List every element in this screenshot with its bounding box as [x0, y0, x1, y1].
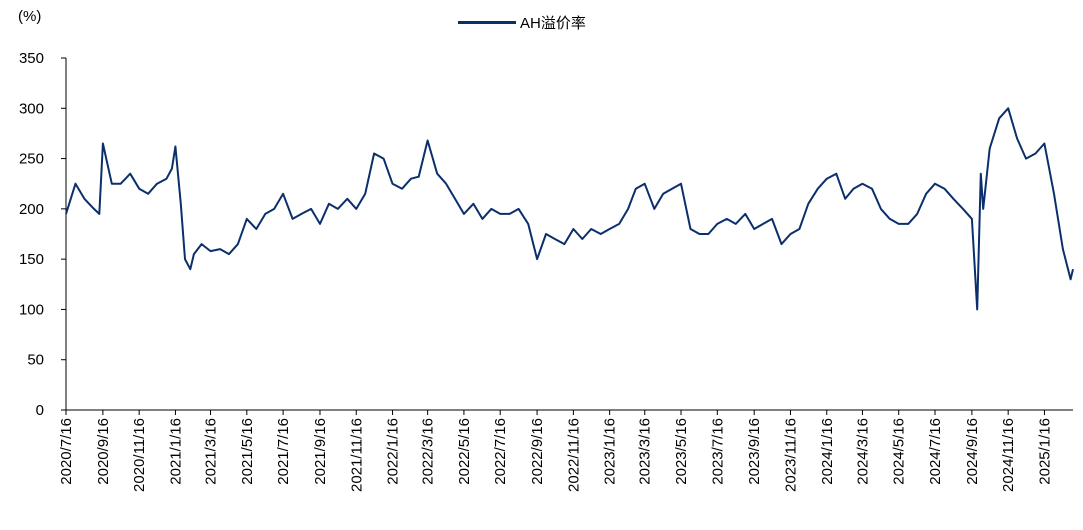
- y-tick-label: 300: [19, 100, 44, 117]
- x-tick-label: 2024/5/16: [891, 418, 908, 485]
- series-line-0: [65, 107, 1074, 311]
- y-tick-label: 150: [19, 251, 44, 268]
- x-tick-label: 2021/11/16: [348, 418, 365, 492]
- y-tick-label: 200: [19, 201, 44, 218]
- x-tick-label: 2021/1/16: [167, 418, 184, 485]
- y-tick-label: 250: [19, 151, 44, 168]
- x-tick-label: 2024/1/16: [819, 418, 836, 485]
- y-tick-label: 50: [27, 352, 44, 369]
- x-tick-label: 2022/5/16: [456, 418, 473, 485]
- y-tick-label: 350: [19, 50, 44, 67]
- legend-swatch: [458, 21, 516, 24]
- legend: AH溢价率: [458, 12, 586, 33]
- x-tick-label: 2023/7/16: [709, 418, 726, 485]
- legend-label: AH溢价率: [520, 15, 586, 32]
- x-tick-label: 2022/3/16: [420, 418, 437, 485]
- x-tick-label: 2022/1/16: [385, 418, 402, 485]
- x-tick-label: 2023/9/16: [746, 418, 763, 485]
- x-tick-label: 2024/11/16: [1000, 418, 1017, 492]
- x-tick-label: 2021/3/16: [203, 418, 220, 485]
- x-tick-label: 2021/9/16: [312, 418, 329, 485]
- x-tick-label: 2021/7/16: [275, 418, 292, 485]
- x-tick-label: 2023/11/16: [782, 418, 799, 492]
- x-tick-label: 2023/1/16: [602, 418, 619, 485]
- x-tick-label: 2023/3/16: [637, 418, 654, 485]
- x-tick-label: 2023/5/16: [673, 418, 690, 485]
- y-tick-label: 0: [36, 402, 44, 419]
- x-tick-label: 2022/11/16: [565, 418, 582, 492]
- x-tick-label: 2022/7/16: [492, 418, 509, 485]
- x-tick-label: 2020/7/16: [58, 418, 75, 485]
- y-axis-unit-label: (%): [18, 8, 42, 25]
- x-tick-label: 2021/5/16: [239, 418, 256, 485]
- x-tick-label: 2024/9/16: [964, 418, 981, 485]
- x-tick-label: 2024/7/16: [927, 418, 944, 485]
- x-tick-label: 2020/11/16: [131, 418, 148, 492]
- y-tick-label: 100: [19, 301, 44, 318]
- x-tick-label: 2024/3/16: [854, 418, 871, 485]
- x-tick-label: 2022/9/16: [529, 418, 546, 485]
- x-tick-label: 2020/9/16: [95, 418, 112, 485]
- x-tick-label: 2025/1/16: [1036, 418, 1053, 485]
